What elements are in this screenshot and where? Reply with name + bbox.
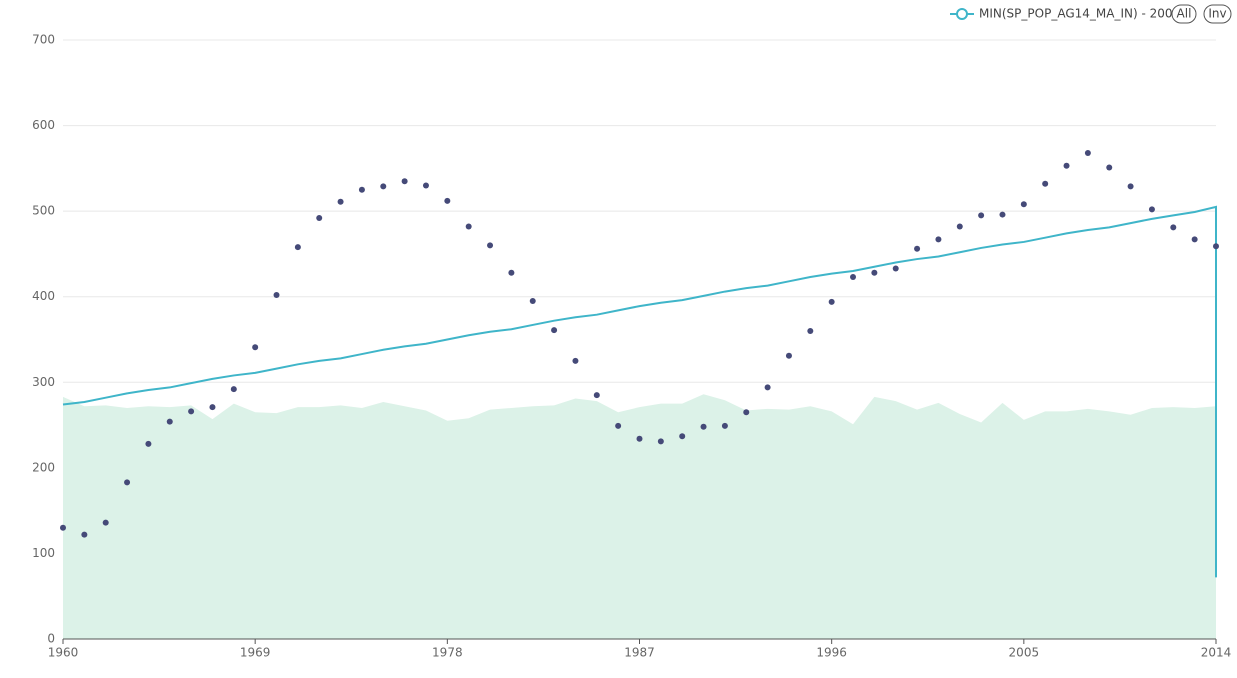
y-tick-label: 300 (32, 375, 55, 389)
point (850, 274, 857, 281)
legend-label: MIN(SP_POP_AG14_MA_IN) - 200 (979, 7, 1173, 21)
point (935, 236, 942, 243)
point (508, 269, 515, 276)
x-tick-label: 2005 (1009, 646, 1040, 660)
point (1127, 183, 1134, 190)
point (124, 479, 131, 486)
point (978, 212, 985, 219)
x-tick-label: 2014 (1201, 646, 1232, 660)
point (1063, 162, 1070, 169)
line (62, 205, 1217, 578)
legend-marker (956, 8, 968, 20)
point (465, 223, 472, 230)
point (1042, 180, 1049, 187)
point (401, 178, 408, 185)
y-tick-label: 100 (32, 546, 55, 560)
point (679, 433, 686, 440)
button-label[interactable]: Inv (1208, 7, 1226, 21)
point (1170, 224, 1177, 231)
point (422, 182, 429, 189)
point (337, 198, 344, 205)
point (487, 242, 494, 249)
point (700, 423, 707, 430)
point (636, 435, 643, 442)
x-tick-label: 1987 (624, 646, 655, 660)
point (1106, 164, 1113, 171)
all-button[interactable]: All (1171, 4, 1197, 24)
point (807, 327, 814, 334)
point (572, 357, 579, 364)
y-tick-label: 200 (32, 460, 55, 474)
y-tick-label: 700 (32, 33, 55, 47)
point (657, 438, 664, 445)
x-tick-label: 1978 (432, 646, 463, 660)
point (999, 211, 1006, 218)
point (1191, 236, 1198, 243)
point (1084, 149, 1091, 156)
button-outline[interactable] (1171, 4, 1197, 24)
point (892, 265, 899, 272)
point (743, 409, 750, 416)
point (764, 384, 771, 391)
y-tick-label: 600 (32, 118, 55, 132)
x-tick-label: 1960 (48, 646, 79, 660)
point (209, 404, 216, 411)
point (316, 214, 323, 221)
point (914, 245, 921, 252)
x-tick-label: 1969 (240, 646, 271, 660)
point (188, 408, 195, 415)
point (380, 183, 387, 190)
point (166, 418, 173, 425)
point (145, 440, 152, 447)
point (230, 386, 237, 393)
button-label[interactable]: All (1177, 7, 1192, 21)
y-tick-label: 0 (47, 632, 55, 646)
point (102, 519, 109, 526)
button-outline[interactable] (1203, 4, 1232, 24)
inv-button[interactable]: Inv (1203, 4, 1232, 24)
point (1213, 243, 1219, 250)
point (444, 197, 451, 204)
y-tick-label: 400 (32, 289, 55, 303)
point (273, 292, 280, 299)
point (721, 422, 728, 429)
point (1148, 206, 1155, 213)
point (956, 223, 963, 230)
point (551, 327, 558, 334)
point (529, 297, 536, 304)
y-tick-label: 500 (32, 204, 55, 218)
legend: MIN(SP_POP_AG14_MA_IN) - 200 (950, 7, 1173, 21)
point (60, 524, 66, 531)
point (252, 344, 259, 351)
point (593, 392, 600, 399)
point (358, 186, 365, 193)
area (63, 394, 1216, 639)
point (615, 422, 622, 429)
x-tick-label: 1996 (816, 646, 847, 660)
point (81, 531, 88, 538)
point (1020, 201, 1027, 208)
point (785, 352, 792, 359)
point (294, 244, 301, 251)
point (871, 269, 878, 276)
point (828, 298, 835, 305)
